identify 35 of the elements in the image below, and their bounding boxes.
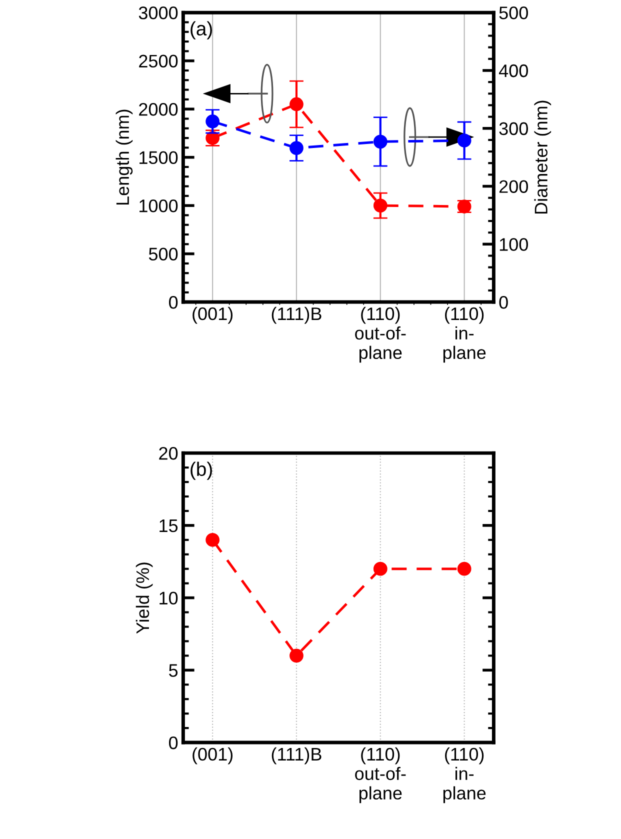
- y-tick-label: 2000: [139, 103, 178, 116]
- y2-tick-label: 400: [498, 64, 528, 78]
- y-tick-label: 10: [160, 592, 178, 605]
- y2-tick-label: 0: [499, 296, 508, 309]
- y2-axis-title: Diameter (nm): [534, 100, 552, 214]
- y-tick-label: 1000: [140, 199, 178, 212]
- y-tick-label: 1500: [140, 151, 178, 164]
- x-tick-label: (110) in- plane: [443, 747, 486, 804]
- y2-tick-label: 500: [499, 6, 528, 20]
- y-axis-title: Yield (%): [136, 562, 153, 634]
- y-tick-label: 5: [169, 664, 178, 677]
- y-tick-label: 15: [160, 520, 178, 532]
- y-tick-label: 0: [169, 736, 178, 750]
- x-tick-label: (111)B: [272, 306, 322, 324]
- annotation: (b): [190, 462, 212, 480]
- y2-tick-label: 100: [500, 238, 528, 251]
- y2-tick-label: 200: [499, 180, 528, 193]
- annotation: (a): [190, 21, 212, 40]
- y-tick-label: 500: [148, 248, 178, 261]
- x-tick-label: (001): [192, 306, 233, 324]
- point: [206, 532, 220, 547]
- y-axis-title: Length (nm): [116, 110, 133, 204]
- x-tick-label: (110) out-of- plane: [355, 306, 406, 363]
- x-tick-label: (110) in- plane: [443, 306, 486, 363]
- y-tick-label: 20: [159, 446, 178, 460]
- point: [290, 648, 304, 663]
- x-tick-label: (001): [192, 747, 233, 764]
- x-tick-label: (110) out-of- plane: [355, 747, 406, 804]
- point: [457, 562, 472, 576]
- y-tick-label: 2500: [139, 54, 178, 68]
- x-tick-label: (111)B: [272, 747, 322, 764]
- y-tick-label: 0: [169, 296, 178, 309]
- y-tick-label: 3000: [138, 6, 178, 20]
- y2-tick-label: 300: [499, 122, 528, 136]
- point: [373, 562, 388, 576]
